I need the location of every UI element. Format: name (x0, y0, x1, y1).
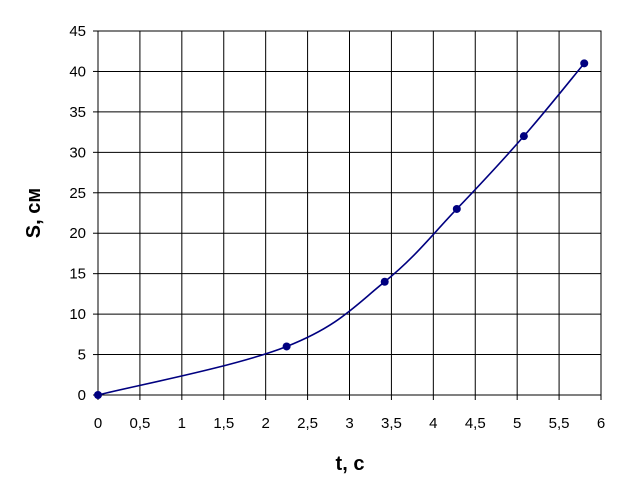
x-tick-label: 0,5 (129, 415, 150, 432)
x-tick-label: 5 (513, 415, 521, 432)
y-tick-label: 20 (69, 225, 86, 242)
grid (98, 31, 601, 395)
x-tick-label: 0 (94, 415, 102, 432)
x-tick-label: 2 (261, 415, 269, 432)
x-tick-label: 4 (429, 415, 437, 432)
x-tick-label: 1 (178, 415, 186, 432)
data-point (282, 342, 291, 351)
y-axis-label: S, см (23, 188, 45, 238)
x-tick-label: 3,5 (381, 415, 402, 432)
x-axis-ticks: 0 0,5 1 1,5 2 2,5 3 3,5 4 4,5 5 5,5 6 (94, 395, 605, 432)
data-point (519, 132, 528, 141)
data-point (452, 204, 461, 213)
x-tick-label: 3 (345, 415, 353, 432)
y-tick-label: 40 (69, 63, 86, 80)
y-tick-label: 25 (69, 185, 86, 202)
data-point (94, 391, 102, 399)
y-tick-label: 45 (69, 23, 86, 40)
x-tick-label: 2,5 (297, 415, 318, 432)
x-tick-label: 4,5 (465, 415, 486, 432)
y-tick-label: 35 (69, 104, 86, 121)
y-axis-ticks: 0 5 10 15 20 25 30 35 40 45 (69, 23, 98, 404)
y-tick-label: 5 (78, 347, 86, 364)
data-point (380, 277, 389, 286)
data-point (580, 59, 589, 68)
x-axis-label: t, с (336, 453, 365, 475)
y-tick-label: 30 (69, 144, 86, 161)
y-tick-label: 15 (69, 266, 86, 283)
x-tick-label: 1,5 (213, 415, 234, 432)
series-points (94, 59, 589, 399)
x-tick-label: 5,5 (549, 415, 570, 432)
y-tick-label: 0 (78, 387, 86, 404)
x-tick-label: 6 (597, 415, 605, 432)
y-tick-label: 10 (69, 306, 86, 323)
